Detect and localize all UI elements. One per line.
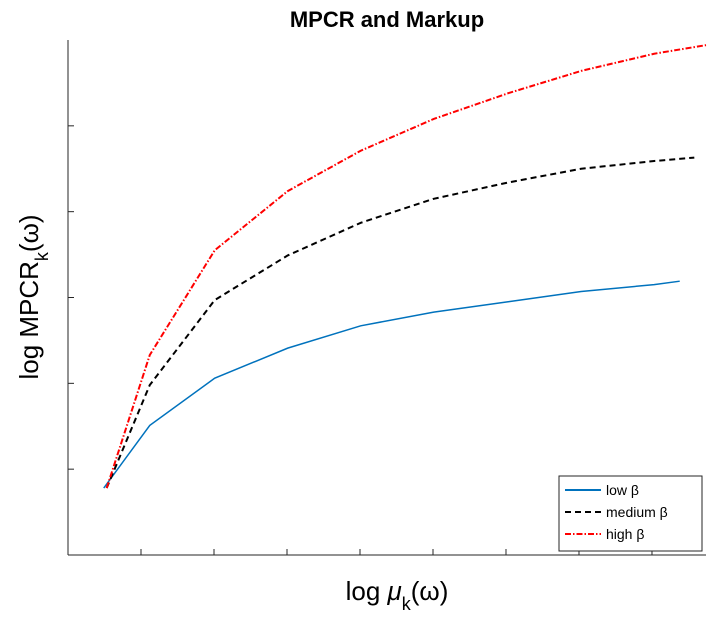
chart-title: MPCR and Markup [290,7,484,32]
legend-label: high β [606,526,644,542]
series-line [105,156,695,489]
legend-label: low β [606,482,639,498]
series-line [105,44,707,489]
legend-label: medium β [606,504,668,520]
y-axis-label-part: log MPCR [14,261,44,379]
legend-box [558,475,703,552]
y-axis-label-part: k [32,251,52,261]
y-axis-label: log MPCRk(ω) [14,214,52,379]
x-axis-label-part: k [402,594,412,614]
x-axis-label-part: log [346,576,388,606]
y-axis-label-part: (ω) [14,214,44,252]
series-line [103,280,680,489]
x-axis-label: log μk(ω) [346,576,449,614]
x-axis-label-part: (ω) [411,576,449,606]
x-axis-label-part: μ [387,576,402,606]
